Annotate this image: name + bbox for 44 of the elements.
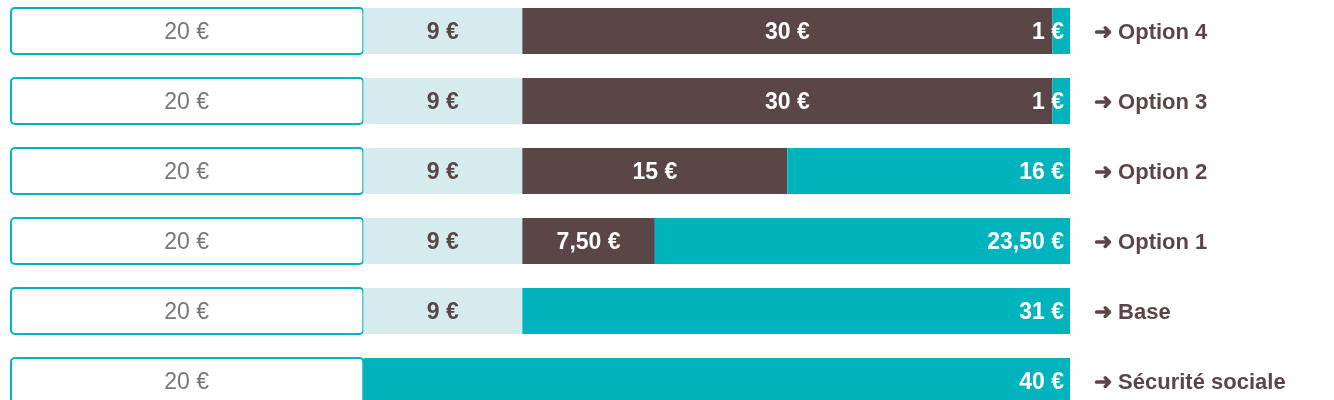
data-label: 30 € [764, 88, 810, 115]
y-tick-label: ➜ Option 1 [1094, 228, 1208, 254]
bar [522, 8, 1053, 54]
data-label: 1 € [1032, 88, 1065, 115]
y-tick-label: ➜ Option 2 [1094, 158, 1208, 184]
bar [363, 78, 523, 124]
y-tick-label: ➜ Option 4 [1094, 18, 1209, 44]
data-label: 9 € [426, 298, 460, 325]
y-tick-label: ➜ Base [1094, 298, 1171, 324]
data-label: 1 € [1032, 18, 1065, 45]
data-label: 9 € [426, 158, 460, 185]
data-label: 15 € [632, 158, 678, 185]
bar [522, 78, 1053, 124]
bar [522, 288, 1070, 334]
data-label: 20 € [164, 298, 210, 325]
data-label: 20 € [164, 228, 210, 255]
data-label: 9 € [426, 228, 460, 255]
bar [787, 148, 1070, 194]
y-tick-label: ➜ Option 3 [1094, 88, 1208, 114]
bar [363, 8, 523, 54]
bar [10, 287, 365, 335]
data-label: 23,50 € [987, 228, 1065, 255]
data-label: 30 € [764, 18, 810, 45]
bar [10, 77, 365, 125]
bar [10, 7, 365, 55]
data-label: 20 € [164, 368, 210, 395]
bar [363, 288, 523, 334]
data-label: 16 € [1019, 158, 1065, 185]
bar [654, 218, 1070, 264]
data-label: 20 € [164, 18, 210, 45]
data-label: 7,50 € [556, 228, 621, 255]
data-label: 20 € [164, 88, 210, 115]
bar [10, 147, 365, 195]
bar [522, 218, 655, 264]
y-tick-label: ➜ Sécurité sociale [1094, 368, 1286, 394]
bar [363, 218, 523, 264]
bar [10, 217, 365, 265]
bar [363, 148, 523, 194]
data-label: 9 € [426, 18, 460, 45]
data-label: 40 € [1019, 368, 1065, 395]
data-label: 31 € [1019, 298, 1065, 325]
bar [522, 148, 788, 194]
data-label: 9 € [426, 88, 460, 115]
data-label: 20 € [164, 158, 210, 185]
